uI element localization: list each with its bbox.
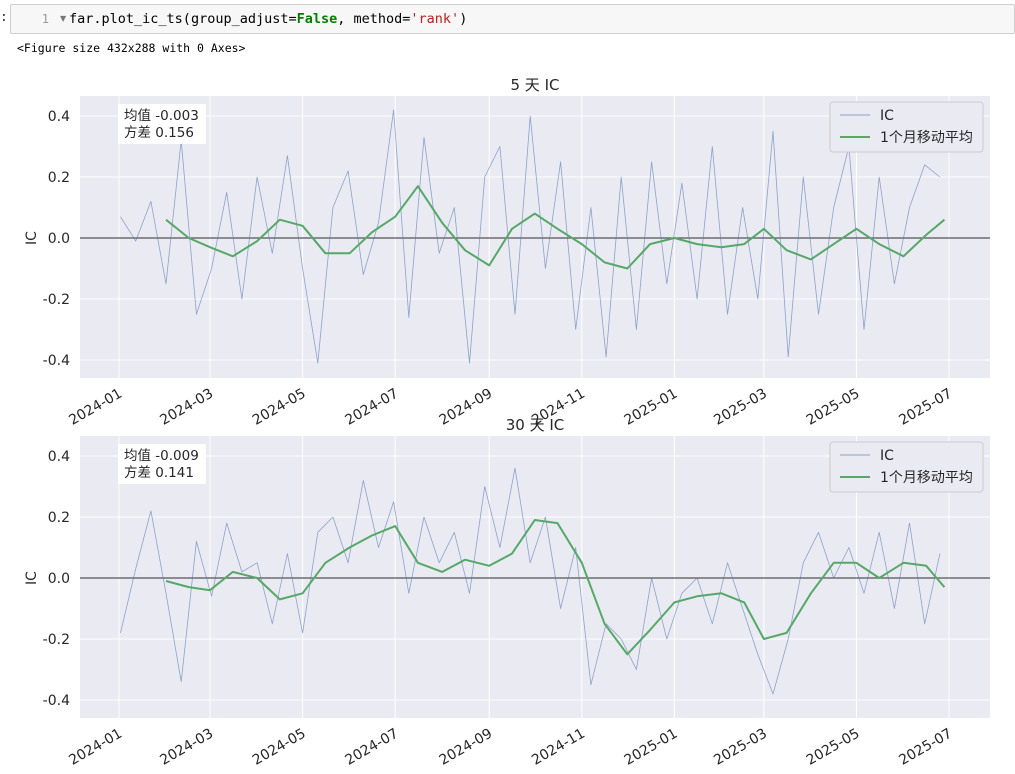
code-arg2-name: method=	[353, 11, 411, 27]
chart-title: 5 天 IC	[511, 76, 560, 94]
y-tick-label: 0.0	[48, 571, 70, 587]
fold-arrow-icon[interactable]: ▼	[60, 14, 67, 23]
output-figure-text: <Figure size 432x288 with 0 Axes>	[17, 41, 246, 55]
x-tick-label: 2024-03	[157, 726, 216, 769]
x-tick-label: 2024-03	[157, 386, 216, 429]
y-tick-label: -0.2	[43, 632, 70, 648]
x-tick-label: 2025-03	[711, 726, 770, 769]
y-tick-label: 0.2	[48, 170, 70, 186]
legend-box	[829, 441, 984, 493]
x-tick-label: 2024-05	[250, 726, 309, 769]
code-arg1-name: group_adjust=	[190, 11, 297, 27]
code-separator: ,	[337, 11, 354, 27]
x-tick-label: 2024-01	[66, 726, 125, 769]
legend-label: IC	[880, 448, 894, 464]
code-editor[interactable]: 1 ▼ far.plot_ic_ts(group_adjust=False, m…	[10, 4, 1015, 34]
x-tick-label: 2024-01	[66, 386, 125, 429]
x-tick-label: 2024-05	[250, 386, 309, 429]
x-tick-label: 2024-07	[342, 726, 401, 769]
y-tick-label: 0.2	[48, 510, 70, 526]
x-tick-label: 2025-03	[711, 386, 770, 429]
stats-box	[118, 444, 206, 484]
y-tick-label: 0.0	[48, 231, 70, 247]
code-cell[interactable]: : 1 ▼ far.plot_ic_ts(group_adjust=False,…	[0, 0, 1015, 36]
x-tick-label: 2025-01	[622, 386, 681, 429]
chart-panel-2: -0.4 -0.2 0.0 0.2 0.4 2024-01 2024-03 2024-05 20…	[24, 416, 990, 769]
x-tick-label: 2025-05	[804, 386, 863, 429]
code-line[interactable]: far.plot_ic_ts(group_adjust=False, metho…	[69, 11, 467, 27]
stats-box	[118, 104, 206, 144]
legend-label: 1个月移动平均	[880, 130, 973, 146]
stats-line: 均值 -0.003	[124, 108, 199, 124]
x-tick-label: 2024-07	[342, 386, 401, 429]
y-tick-label: 0.4	[48, 109, 70, 125]
ic-series-line	[120, 467, 941, 695]
x-tick-label: 2024-09	[437, 386, 496, 429]
cell-prompt: :	[0, 10, 8, 25]
code-arg2-value: 'rank'	[410, 11, 460, 27]
line-number: 1	[41, 12, 49, 26]
legend-box	[829, 101, 984, 153]
y-axis-label: IC	[24, 231, 40, 245]
moving-average-line	[165, 519, 946, 656]
y-axis-label: IC	[24, 571, 40, 585]
x-tick-label: 2025-07	[896, 726, 955, 769]
legend-label: IC	[880, 108, 894, 124]
stats-line: 均值 -0.009	[124, 448, 199, 464]
x-tick-label: 2025-01	[622, 726, 681, 769]
x-tick-label: 2025-07	[896, 386, 955, 429]
y-tick-label: -0.2	[43, 292, 70, 308]
y-tick-label: -0.4	[43, 353, 70, 369]
y-tick-label: 0.4	[48, 449, 70, 465]
moving-average-line	[165, 185, 946, 270]
x-tick-label: 2024-09	[437, 726, 496, 769]
x-tick-label: 2025-05	[804, 726, 863, 769]
code-object: far	[69, 11, 94, 27]
legend-label: 1个月移动平均	[880, 470, 973, 486]
code-method: .plot_ic_ts(	[93, 11, 191, 27]
code-close-paren: )	[459, 11, 468, 27]
stats-line: 方差 0.141	[124, 465, 194, 481]
code-arg1-value: False	[296, 11, 338, 27]
stats-line: 方差 0.156	[124, 125, 194, 141]
chart-panel-1: -0.4 -0.2 0.0 0.2 0.4 2024-01 2024-03 2024-05 20…	[24, 76, 990, 429]
x-tick-label: 2024-11	[529, 726, 588, 769]
chart-title: 30 天 IC	[506, 416, 565, 434]
y-tick-label: -0.4	[43, 693, 70, 709]
ic-series-line	[120, 109, 941, 364]
